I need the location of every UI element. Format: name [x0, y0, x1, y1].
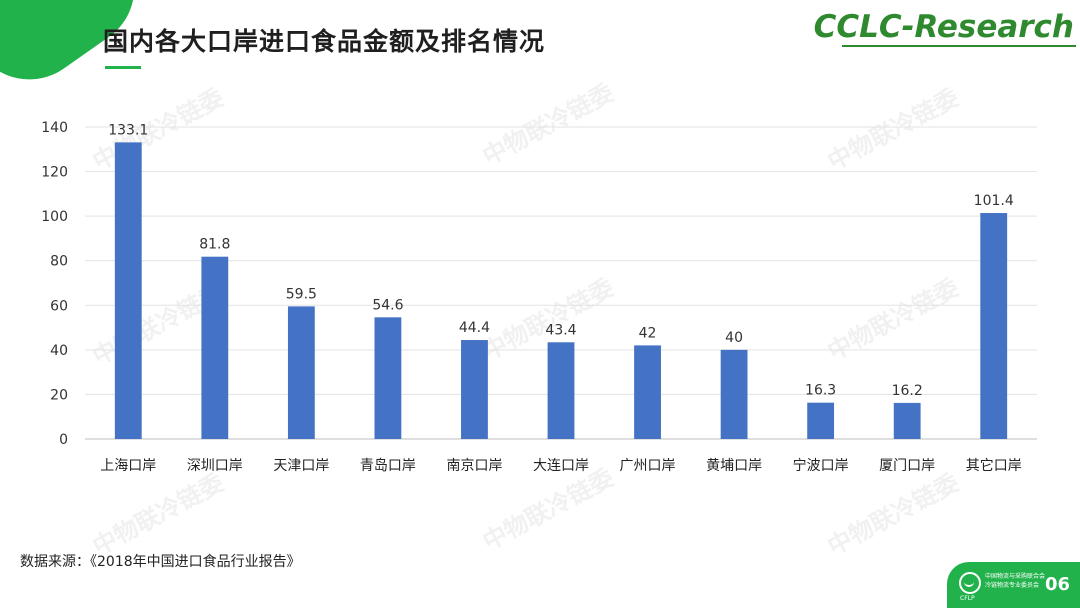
data-label: 101.4 [974, 193, 1014, 209]
y-tick-label: 140 [41, 120, 68, 136]
x-tick-label: 广州口岸 [620, 458, 676, 474]
data-label: 44.4 [459, 320, 490, 336]
data-label: 16.3 [805, 383, 836, 399]
data-label: 16.2 [892, 383, 923, 399]
y-tick-label: 80 [50, 254, 68, 270]
y-tick-label: 60 [50, 298, 68, 314]
data-label: 54.6 [372, 297, 403, 313]
bar [893, 402, 921, 439]
brand-logo-text: CCLC-Research [813, 9, 1074, 45]
y-tick-label: 0 [59, 432, 68, 448]
x-tick-label: 南京口岸 [446, 458, 502, 474]
data-source-note: 数据来源：《2018年中国进口食品行业报告》 [20, 554, 301, 570]
bar [374, 317, 402, 439]
organization-logo-icon [959, 572, 981, 594]
bar [461, 340, 488, 439]
y-tick-label: 100 [41, 209, 68, 225]
x-tick-label: 黄埔口岸 [706, 457, 762, 474]
y-tick-label: 20 [50, 387, 68, 403]
x-tick-label: 深圳口岸 [187, 458, 243, 474]
bar [114, 142, 142, 439]
bar [720, 349, 748, 439]
logo-abbreviation: CFLP [960, 595, 975, 602]
brand-underline [842, 45, 1076, 47]
bar [634, 345, 661, 439]
data-label: 133.1 [108, 122, 148, 138]
organization-name: 中国物流与采购联合会 [985, 573, 1046, 580]
y-tick-label: 40 [50, 343, 68, 359]
data-label: 59.5 [286, 286, 317, 302]
footer-badge: 中国物流与采购联合会 冷链物流专业委员会 CFLP 06 [947, 562, 1080, 608]
bar [807, 402, 835, 439]
data-label: 40 [725, 330, 743, 346]
bar [201, 256, 229, 439]
x-tick-label: 宁波口岸 [793, 457, 849, 474]
bar [547, 342, 575, 439]
x-tick-label: 大连口岸 [533, 458, 589, 474]
x-tick-label: 上海口岸 [100, 458, 156, 474]
x-tick-label: 天津口岸 [273, 458, 329, 474]
data-label: 42 [639, 325, 657, 341]
bar [287, 306, 315, 439]
title-underline [105, 66, 141, 69]
y-tick-label: 120 [41, 165, 68, 181]
x-tick-label: 其它口岸 [966, 457, 1022, 474]
x-tick-label: 厦门口岸 [879, 458, 935, 474]
committee-name: 冷链物流专业委员会 [985, 582, 1040, 589]
data-label: 81.8 [199, 237, 230, 253]
page-number: 06 [1044, 574, 1070, 595]
x-tick-label: 青岛口岸 [360, 458, 416, 474]
data-label: 43.4 [545, 322, 576, 338]
bar [980, 213, 1008, 439]
page-title: 国内各大口岸进口食品金额及排名情况 [103, 27, 546, 56]
